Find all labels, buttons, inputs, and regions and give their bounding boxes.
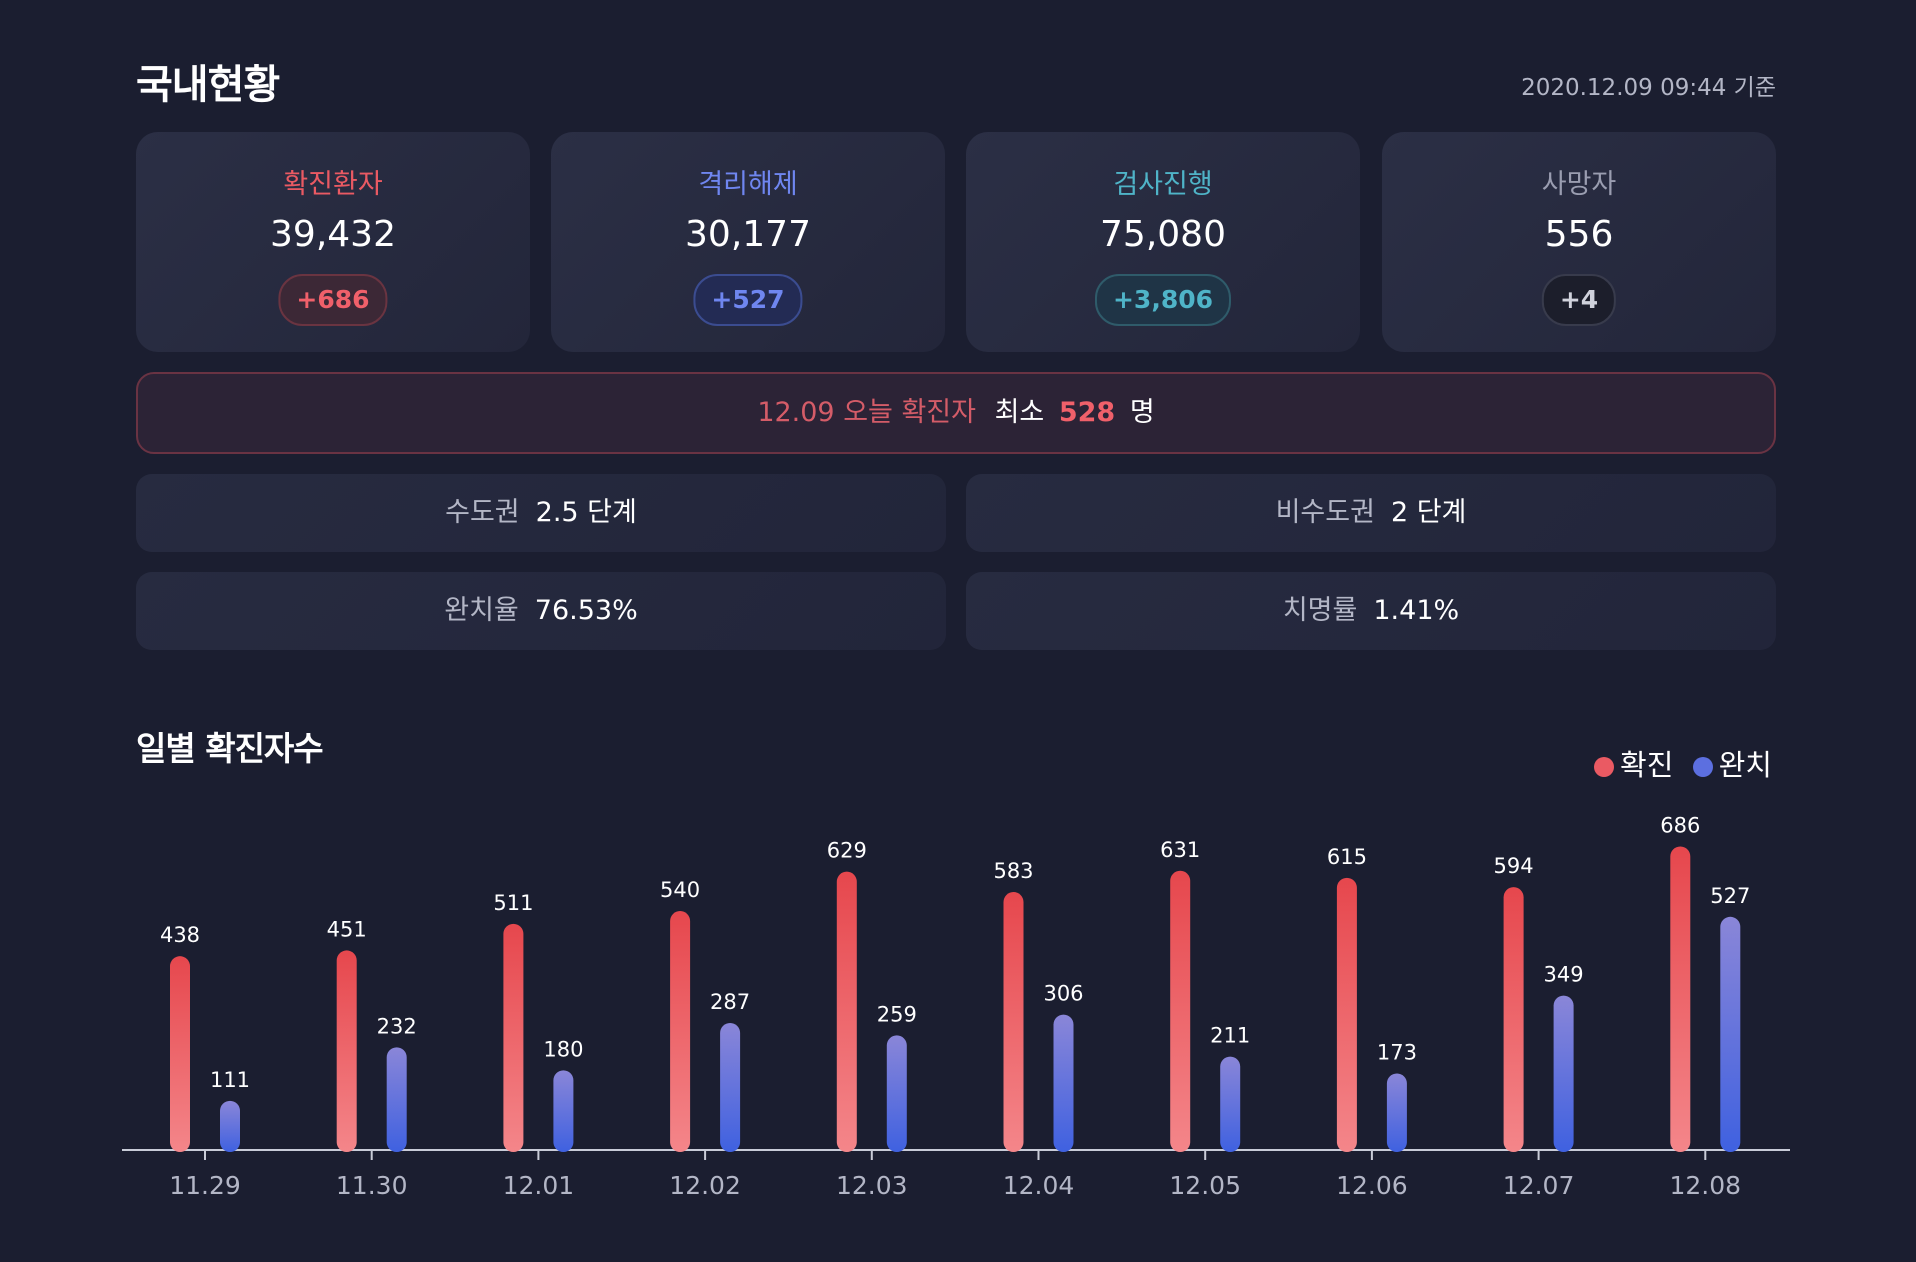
card-deaths-value: 556 [1544, 214, 1614, 255]
capital-value: 2.5 단계 [535, 497, 637, 528]
bar-recovered [1720, 916, 1741, 1152]
x-tick-label: 11.30 [336, 1171, 408, 1200]
card-confirmed-delta: +686 [278, 274, 388, 326]
chart-title: 일별 확진자수 [136, 729, 324, 768]
timestamp: 2020.12.09 09:44 기준 [1521, 75, 1776, 101]
bar-recovered [1386, 1073, 1407, 1152]
card-released-value: 30,177 [685, 214, 811, 255]
x-tick-label: 11.29 [169, 1171, 241, 1200]
legend-confirmed-label: 확진 [1620, 748, 1674, 782]
recovery-label: 완치율 [444, 595, 519, 626]
noncapital-value: 2 단계 [1390, 497, 1467, 528]
today-min-label: 최소 [994, 397, 1045, 428]
card-deaths-delta: +4 [1541, 274, 1617, 326]
noncapital-label: 비수도권 [1275, 497, 1375, 528]
value-label-confirmed: 511 [493, 891, 533, 915]
value-label-recovered: 306 [1043, 982, 1083, 1006]
value-label-recovered: 527 [1710, 884, 1750, 908]
bar-recovered [1053, 1014, 1074, 1152]
bar-confirmed [1003, 892, 1024, 1152]
bar-recovered [1553, 995, 1574, 1152]
value-label-recovered: 232 [377, 1014, 417, 1038]
fatality-value: 1.41% [1373, 595, 1460, 626]
card-testing-delta: +3,806 [1094, 274, 1232, 326]
today-count: 528 [1058, 397, 1116, 428]
bar-confirmed [1170, 870, 1191, 1152]
value-label-recovered: 259 [877, 1002, 917, 1026]
capital-label: 수도권 [445, 497, 520, 528]
bar-confirmed [670, 911, 691, 1152]
card-confirmed: 확진환자 39,432 +686 [136, 132, 530, 352]
card-testing-label: 검사진행 [1113, 169, 1213, 200]
recovery-value: 76.53% [534, 595, 638, 626]
value-label-confirmed: 594 [1494, 854, 1534, 878]
card-released-delta: +527 [693, 274, 803, 326]
value-label-confirmed: 438 [160, 923, 200, 947]
value-label-confirmed: 629 [827, 839, 867, 863]
x-tick-label: 12.05 [1169, 1171, 1241, 1200]
legend-recovered-label: 완치 [1718, 748, 1772, 782]
page-title: 국내현황 [136, 62, 280, 108]
legend-confirmed-dot [1594, 757, 1615, 777]
bar-confirmed [836, 871, 857, 1152]
bar-confirmed [1336, 877, 1357, 1152]
x-tick-label: 12.01 [503, 1171, 575, 1200]
card-released: 격리해제 30,177 +527 [551, 132, 945, 352]
info-fatality-rate: 치명률 1.41% [966, 572, 1776, 650]
fatality-label: 치명률 [1282, 595, 1358, 626]
value-label-recovered: 173 [1377, 1040, 1417, 1064]
card-deaths-label: 사망자 [1541, 169, 1617, 200]
x-tick-label: 12.03 [836, 1171, 908, 1200]
value-label-confirmed: 540 [660, 878, 700, 902]
summary-cards: 확진환자 39,432 +686 격리해제 30,177 +527 검사진행 7… [136, 132, 1776, 352]
bar-recovered [386, 1047, 407, 1152]
card-testing: 검사진행 75,080 +3,806 [966, 132, 1360, 352]
x-tick-label: 12.04 [1003, 1171, 1075, 1200]
x-tick-label: 12.07 [1503, 1171, 1575, 1200]
value-label-recovered: 111 [210, 1068, 250, 1092]
daily-confirmed-chart: 11.29 438 111 11.30 451 232 12.01 511 180 12.02 54… [122, 813, 1790, 1200]
card-confirmed-label: 확진환자 [283, 169, 383, 200]
value-label-confirmed: 583 [993, 859, 1033, 883]
value-label-confirmed: 686 [1660, 813, 1700, 837]
legend-item-confirmed: 확진 [1594, 742, 1673, 784]
bar-recovered [1220, 1056, 1241, 1152]
value-label-confirmed: 615 [1327, 845, 1367, 869]
today-confirmed-banner: 12.09 오늘 확진자 최소 528 명 [136, 372, 1776, 454]
today-label: 12.09 오늘 확진자 [757, 397, 976, 428]
card-testing-value: 75,080 [1100, 214, 1226, 255]
bar-confirmed [1503, 887, 1524, 1152]
bar-recovered [220, 1100, 240, 1152]
value-label-recovered: 211 [1210, 1024, 1250, 1048]
card-released-label: 격리해제 [698, 169, 798, 200]
value-label-confirmed: 631 [1160, 838, 1200, 862]
bar-recovered [720, 1023, 741, 1152]
today-unit: 명 [1129, 397, 1155, 428]
bar-confirmed [1670, 846, 1691, 1152]
card-confirmed-value: 39,432 [270, 214, 396, 255]
bar-confirmed [170, 956, 190, 1152]
info-capital: 수도권 2.5 단계 [136, 474, 946, 552]
legend-recovered-dot [1692, 757, 1713, 777]
value-label-confirmed: 451 [327, 917, 367, 941]
header: 국내현황 2020.12.09 09:44 기준 [136, 52, 1776, 112]
x-tick-label: 12.02 [669, 1171, 741, 1200]
x-tick-label: 12.06 [1336, 1171, 1408, 1200]
x-tick-label: 12.08 [1670, 1171, 1742, 1200]
value-label-recovered: 287 [710, 990, 750, 1014]
legend-item-recovered: 완치 [1692, 742, 1772, 784]
info-noncapital: 비수도권 2 단계 [966, 474, 1776, 552]
bar-recovered [886, 1035, 907, 1152]
bar-confirmed [503, 923, 524, 1152]
chart-legend: 확진 완치 [1584, 742, 1772, 784]
bar-confirmed [336, 950, 357, 1152]
info-recovery-rate: 완치율 76.53% [136, 572, 946, 650]
value-label-recovered: 349 [1544, 963, 1584, 987]
bar-recovered [553, 1070, 574, 1152]
value-label-recovered: 180 [543, 1037, 583, 1061]
card-deaths: 사망자 556 +4 [1382, 132, 1776, 352]
